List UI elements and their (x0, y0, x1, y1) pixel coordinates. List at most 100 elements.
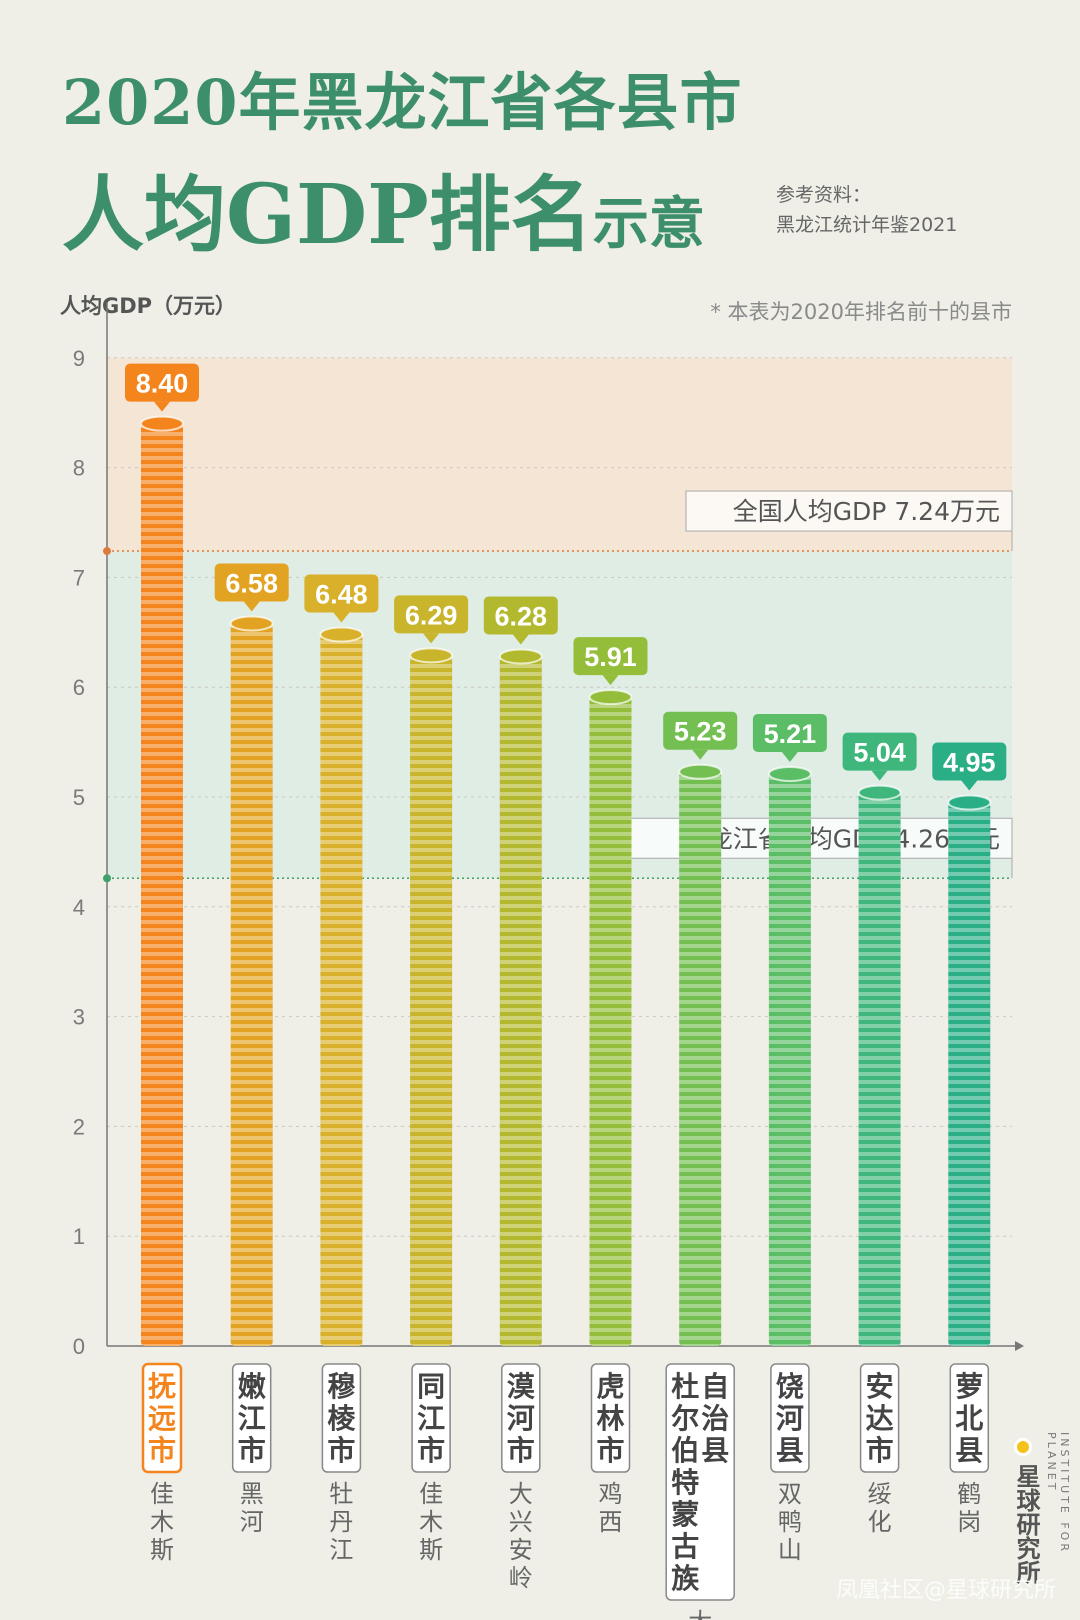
value-label-bg (483, 596, 558, 635)
parent-char: 佳 (150, 1480, 174, 1508)
value-label-bg (932, 742, 1007, 781)
category-char: 抚 (148, 1370, 176, 1403)
value-label-pointer (243, 601, 260, 612)
category-char: 古 (671, 1530, 699, 1563)
category-char: 安 (866, 1370, 894, 1403)
value-label-bg (394, 595, 469, 634)
value-label-pointer (423, 633, 440, 644)
parent-char: 黑 (240, 1480, 264, 1508)
value-label: 8.40 (136, 369, 189, 399)
title-main: 人均GDP排名 (62, 167, 593, 263)
parent-city-label: 大兴安岭 (509, 1480, 533, 1592)
bar-ridges (320, 634, 363, 1346)
parent-char: 大 (509, 1480, 533, 1508)
category-char: 蒙 (671, 1498, 699, 1531)
category-char: 市 (596, 1434, 624, 1467)
category-char: 伯 (671, 1434, 699, 1467)
reference-marker (103, 547, 111, 556)
parent-char: 绥 (868, 1480, 892, 1508)
value-label: 5.91 (584, 642, 637, 672)
category-label: 嫩江市 (238, 1370, 267, 1467)
y-tick-label: 4 (73, 895, 85, 920)
value-label: 4.95 (943, 747, 996, 777)
parent-city-label: 鹤岗 (957, 1480, 981, 1536)
institute-english: INSTITUTE FOR PLANET (1045, 1432, 1071, 1554)
title-line-2: 人均GDP排名示意 (62, 148, 705, 267)
category-label: 饶河县 (776, 1370, 804, 1467)
category-char: 市 (507, 1434, 535, 1467)
parent-char: 双 (778, 1480, 802, 1508)
parent-char: 木 (150, 1508, 174, 1536)
parent-char: 木 (419, 1508, 443, 1536)
category-char: 林 (596, 1402, 624, 1435)
parent-char: 佳 (419, 1480, 443, 1508)
category-label: 穆棱市 (327, 1370, 356, 1467)
bar-ridges (499, 656, 542, 1346)
parent-city-label: 佳木斯 (419, 1480, 443, 1564)
parent-char: 河 (240, 1508, 264, 1536)
reference-label-box (685, 490, 1013, 532)
category-char: 县 (776, 1434, 804, 1467)
category-char: 市 (866, 1434, 894, 1467)
bar-ridges (768, 773, 811, 1346)
bar-cap (319, 626, 364, 643)
category-box (321, 1363, 362, 1473)
category-char: 饶 (776, 1370, 804, 1403)
bar-group: 5.23 杜尔伯特蒙古族 自治县大庆 (663, 711, 738, 1620)
parent-city-label: 大庆 (688, 1608, 712, 1620)
value-label-pointer (154, 401, 170, 412)
category-label: 安达市 (866, 1370, 894, 1467)
value-label: 5.23 (674, 717, 727, 747)
institute-name: 星球研究所 (1012, 1464, 1040, 1584)
bar-cap (678, 763, 723, 780)
bar-cap (229, 615, 274, 632)
category-box (231, 1363, 272, 1473)
bar-ridges (589, 697, 632, 1346)
value-label: 6.29 (405, 600, 458, 630)
parent-char: 斯 (150, 1536, 174, 1564)
parent-char: 鸭 (778, 1508, 802, 1536)
value-label: 6.48 (315, 579, 368, 609)
category-char: 萝 (955, 1370, 983, 1403)
bar-ridges (858, 792, 901, 1346)
bar-ridges (948, 802, 991, 1346)
bar-cap (140, 415, 184, 432)
category-char: 北 (955, 1402, 983, 1435)
value-label-pointer (512, 634, 529, 645)
category-char: 治 (701, 1402, 729, 1435)
category-char: 市 (327, 1434, 355, 1467)
institute-logo: 星球研究所 (1010, 1432, 1042, 1584)
category-char: 穆 (327, 1370, 355, 1403)
parent-char: 鸡 (599, 1480, 623, 1508)
category-char: 特 (671, 1466, 699, 1499)
y-tick-label: 9 (73, 346, 85, 371)
reference-marker (103, 874, 111, 883)
reference-label: 参考资料： (776, 184, 872, 206)
parent-char: 大 (688, 1608, 712, 1620)
value-label-pointer (781, 751, 798, 762)
category-char: 尔 (671, 1402, 699, 1435)
category-label: 杜尔伯特蒙古族 自治县 (671, 1370, 729, 1595)
category-char: 同 (417, 1370, 445, 1403)
category-box (770, 1363, 810, 1473)
category-label: 萝北县 (955, 1370, 983, 1467)
category-char: 虎 (596, 1370, 624, 1403)
category-char: 县 (701, 1434, 729, 1467)
value-label-bg (842, 732, 917, 771)
value-label-bg (573, 637, 648, 676)
value-label-bg (752, 713, 827, 752)
parent-char: 西 (599, 1508, 623, 1536)
category-box (859, 1363, 900, 1473)
bar-ridges (410, 655, 453, 1346)
bar-cap (588, 689, 633, 706)
value-label-bg (304, 574, 379, 613)
y-tick-label: 1 (73, 1224, 85, 1249)
category-char: 棱 (327, 1402, 356, 1435)
